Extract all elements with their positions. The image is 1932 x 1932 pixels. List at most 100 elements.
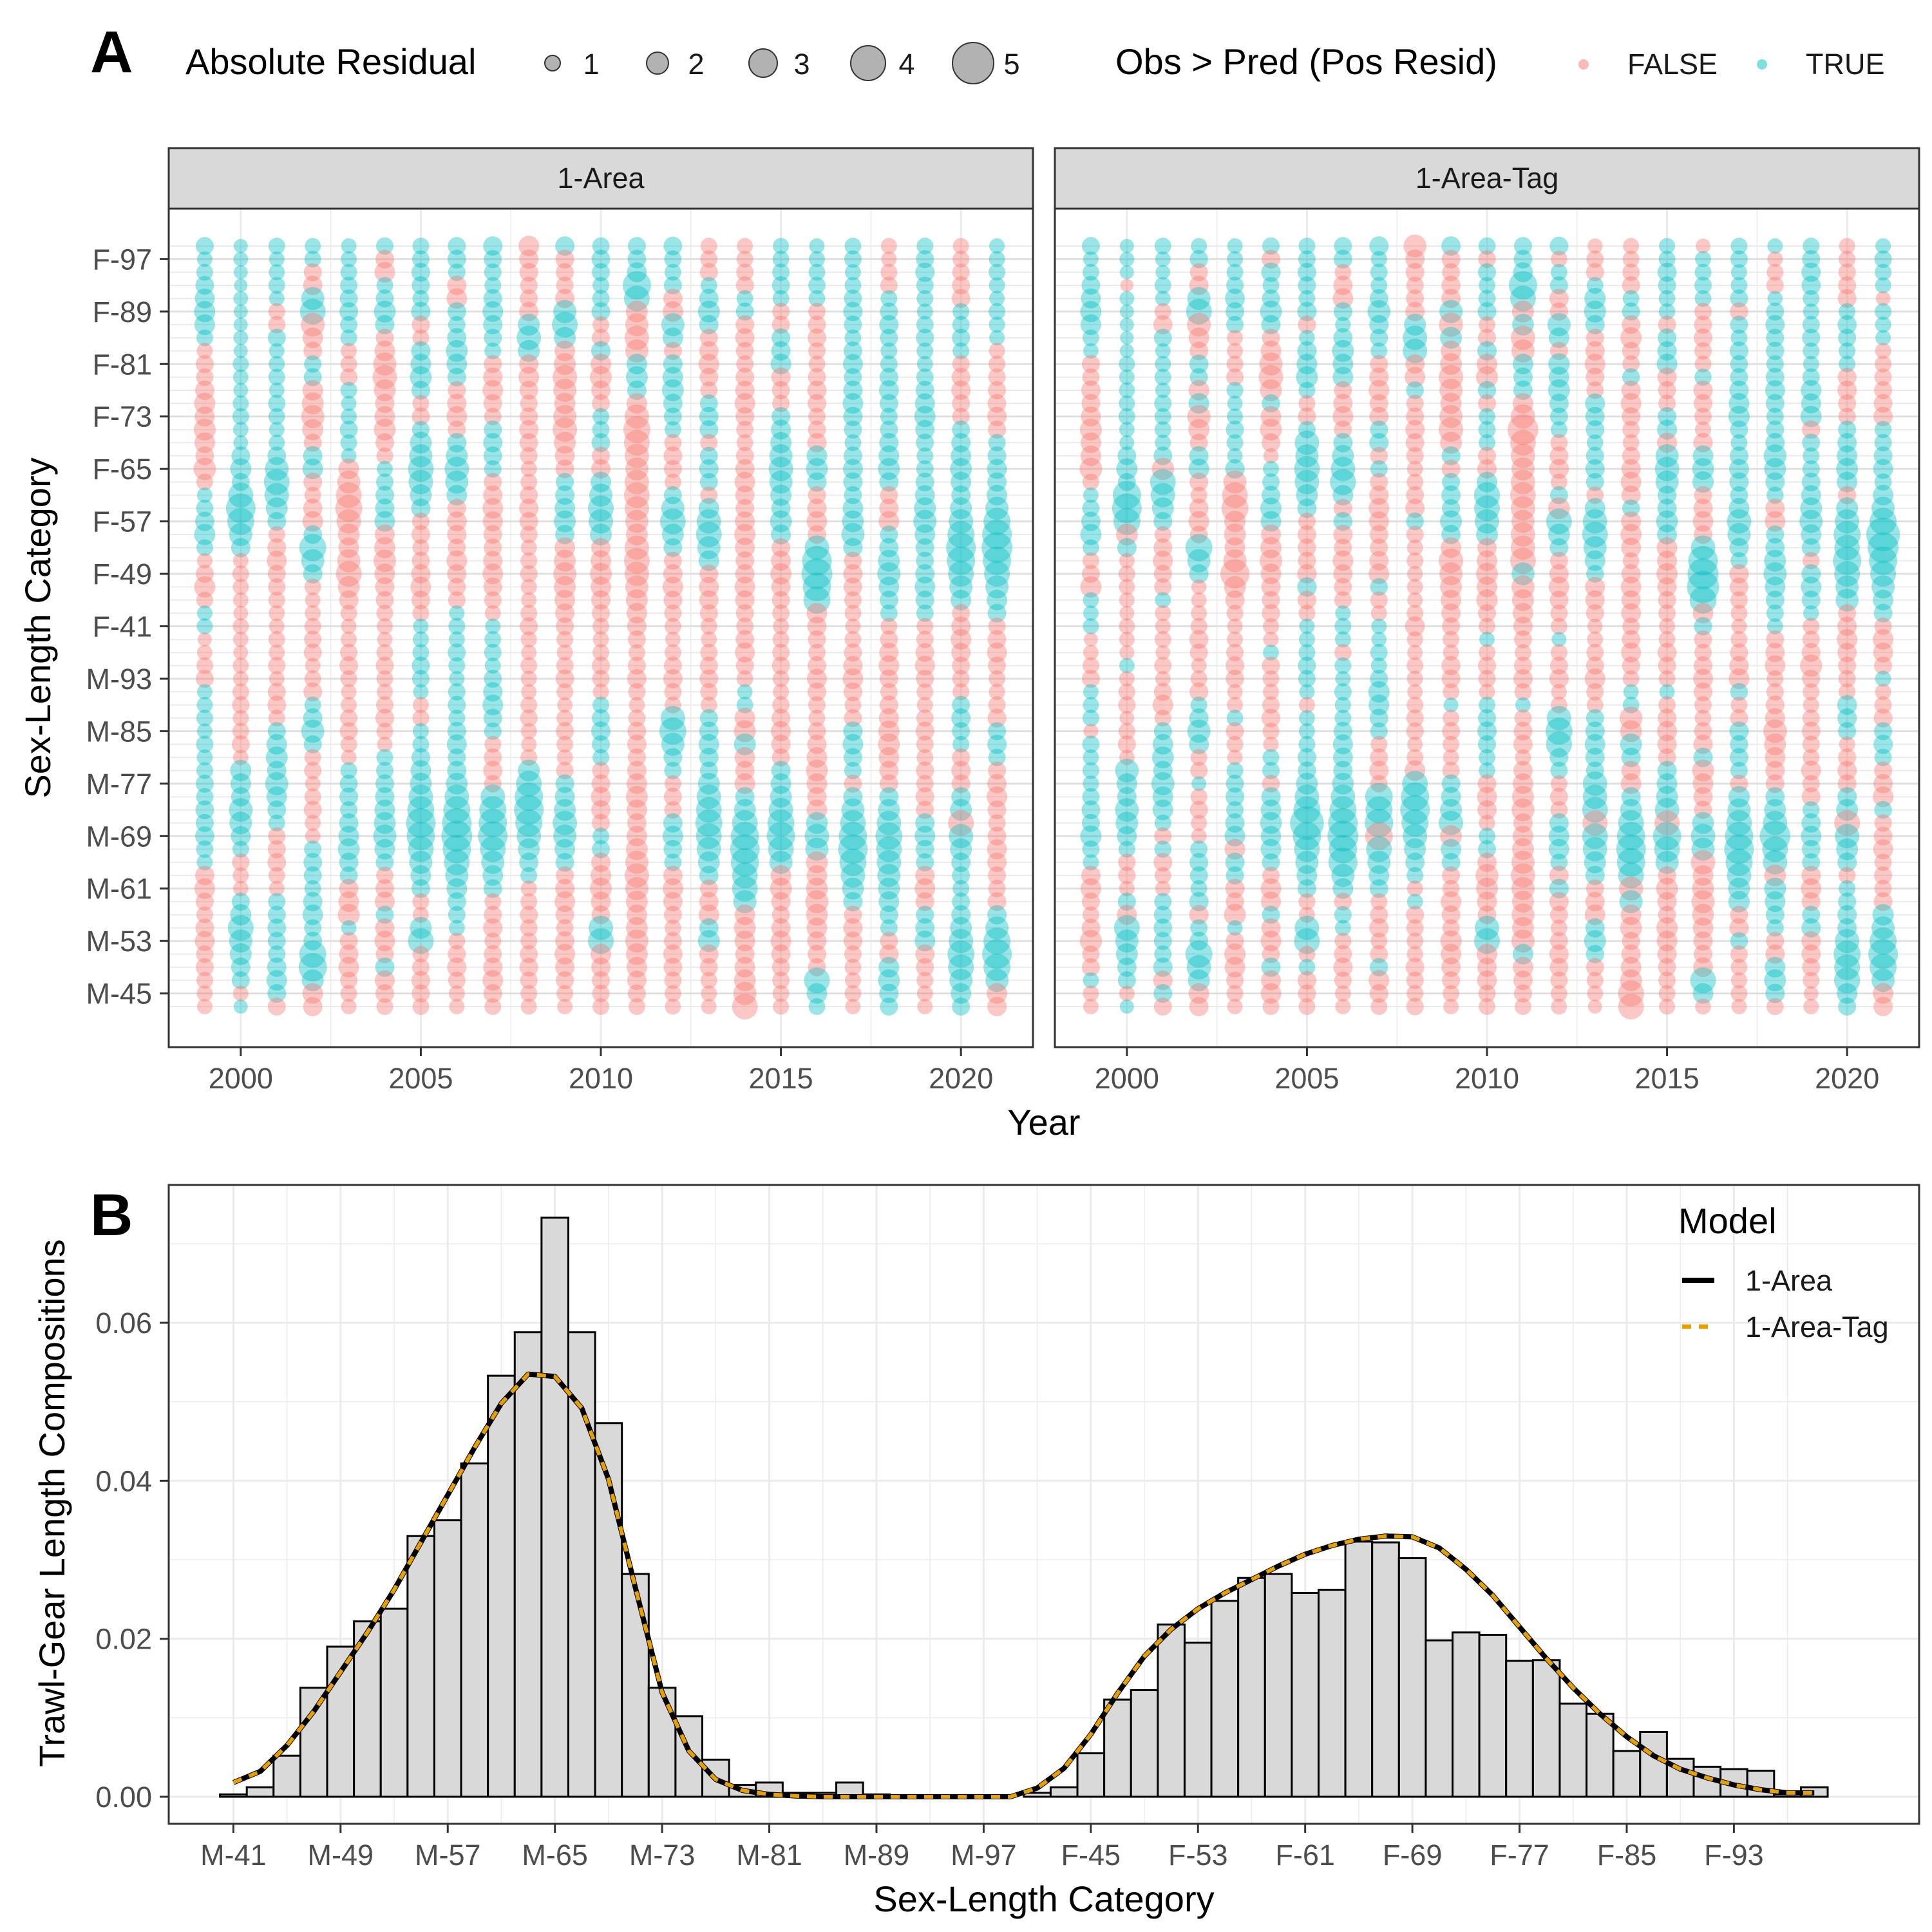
residual-point [1837, 380, 1857, 400]
histogram-bar [1531, 1659, 1561, 1798]
residual-point [1584, 354, 1605, 375]
residual-point [195, 565, 214, 583]
residual-point [1370, 748, 1388, 767]
residual-point [771, 341, 791, 361]
x-tick-label: 2000 [1095, 1062, 1159, 1095]
residual-point [1119, 645, 1135, 660]
residual-point [1658, 604, 1676, 622]
residual-point [1189, 564, 1209, 584]
residual-point [411, 498, 431, 518]
residual-point [1441, 838, 1462, 860]
residual-point [1081, 406, 1101, 427]
residual-point [915, 591, 934, 610]
residual-point [1082, 499, 1100, 517]
histogram-bar [1049, 1786, 1079, 1798]
residual-point [916, 775, 934, 793]
residual-point [916, 853, 934, 872]
residual-point [1370, 421, 1388, 439]
residual-point [193, 457, 216, 480]
residual-point [591, 550, 611, 571]
residual-point [1083, 854, 1099, 871]
residual-point [1655, 444, 1679, 468]
residual-point [952, 303, 970, 320]
residual-point [1801, 944, 1821, 964]
residual-point [1189, 630, 1209, 649]
residual-point [772, 263, 790, 281]
residual-point [519, 249, 539, 269]
residual-point [1119, 435, 1135, 450]
residual-point [1763, 719, 1787, 743]
residual-point [339, 656, 359, 676]
histogram-bar [1344, 1540, 1374, 1798]
residual-point [1477, 957, 1497, 977]
residual-point [1801, 721, 1821, 741]
residual-point [1766, 683, 1784, 701]
residual-point [1839, 342, 1856, 359]
residual-point [1333, 393, 1353, 413]
residual-point [735, 302, 754, 321]
residual-point [1081, 511, 1101, 531]
residual-point [1729, 748, 1748, 767]
residual-point [1729, 564, 1749, 584]
residual-point [735, 761, 755, 781]
residual-point [299, 940, 327, 968]
residual-point [375, 289, 394, 308]
residual-point [1622, 276, 1640, 295]
residual-point [915, 420, 935, 440]
residual-point [1189, 354, 1209, 374]
residual-point [627, 734, 647, 754]
residual-point [1513, 734, 1533, 754]
residual-point [806, 747, 828, 768]
panel-a-y-ticks: F-97F-89F-81F-73F-65F-57F-49F-41M-93M-85… [86, 243, 169, 1010]
residual-point [988, 368, 1006, 386]
residual-point [554, 446, 575, 466]
residual-point [1155, 265, 1171, 280]
residual-point [1334, 643, 1352, 661]
panel-b-border [167, 1184, 1920, 1825]
residual-point [1765, 498, 1785, 518]
residual-point [374, 261, 395, 283]
residual-point [1835, 509, 1860, 534]
residual-point [268, 408, 285, 425]
residual-point [1112, 493, 1142, 524]
residual-point [806, 759, 828, 782]
residual-point [841, 522, 865, 546]
residual-point [448, 945, 466, 963]
residual-point [1511, 562, 1535, 585]
residual-point [806, 811, 828, 834]
residual-point [1153, 905, 1172, 924]
residual-point [916, 316, 934, 334]
residual-point [772, 394, 790, 412]
residual-point [1839, 355, 1856, 373]
residual-point [878, 708, 899, 728]
residual-point [1187, 312, 1211, 337]
residual-point [1262, 866, 1280, 884]
residual-point [305, 592, 321, 608]
residual-point [768, 797, 793, 822]
residual-point [1586, 879, 1604, 898]
residual-point [1113, 914, 1140, 941]
residual-point [624, 496, 649, 521]
residual-point [987, 630, 1007, 649]
residual-point [1226, 985, 1244, 1002]
residual-point [1191, 592, 1207, 608]
residual-point [554, 786, 575, 807]
residual-point [376, 644, 393, 661]
residual-point [1365, 796, 1393, 824]
residual-point [556, 761, 574, 779]
residual-point [1510, 535, 1535, 560]
residual-point [1765, 891, 1786, 913]
residual-point [1224, 537, 1245, 558]
x-tick-label: F-45 [1061, 1839, 1121, 1871]
residual-point [267, 696, 287, 715]
residual-point [592, 263, 610, 281]
residual-point [1874, 722, 1893, 741]
residual-point [1803, 986, 1819, 1001]
residual-point [1834, 561, 1861, 587]
residual-point [592, 408, 609, 425]
residual-point [1443, 710, 1460, 727]
residual-point [1189, 643, 1208, 662]
residual-point [1477, 341, 1497, 361]
residual-point [1081, 237, 1100, 255]
residual-point [556, 722, 574, 741]
